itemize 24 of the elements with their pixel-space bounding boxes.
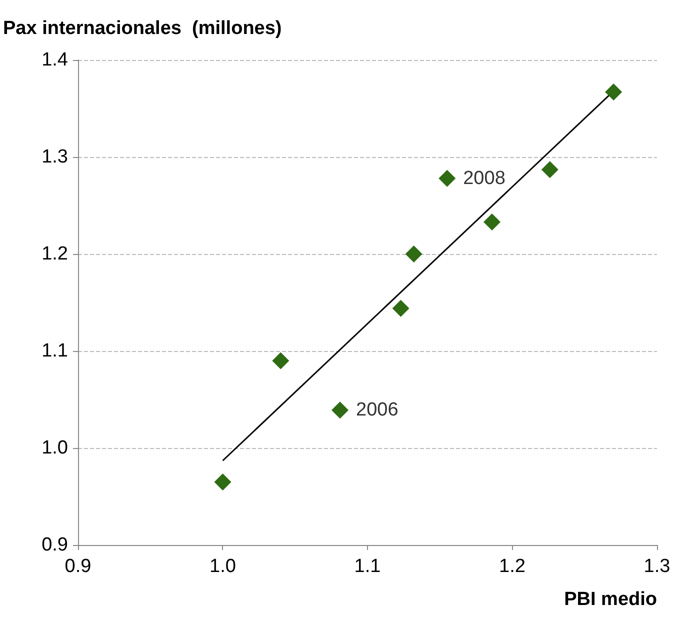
point: [541, 161, 558, 178]
y-tick-label: 1.3: [42, 146, 68, 168]
point: [331, 402, 348, 419]
x-tick-label: 1.1: [354, 556, 381, 577]
point: [214, 473, 232, 490]
annotation: 2006: [356, 400, 398, 421]
point: [438, 170, 456, 187]
y-tick-label: 1.2: [42, 244, 68, 264]
point: [483, 213, 500, 230]
x-tick-label: 1.3: [644, 556, 670, 577]
x-tick-label: 0.9: [64, 556, 92, 577]
x-axis-title: PBI medio: [564, 589, 657, 610]
point: [605, 84, 622, 101]
y-tick-label: 1.1: [42, 340, 68, 362]
x-tick-label: 1.0: [210, 556, 236, 577]
y-tick-label: 1.4: [42, 50, 68, 70]
y-axis-title: Pax internacionales (millones): [3, 18, 282, 39]
point: [405, 246, 422, 262]
point: [272, 352, 290, 370]
y-tick-label: 1.0: [42, 438, 68, 458]
annotation: 2008: [463, 168, 506, 189]
point: [392, 300, 410, 317]
x-tick-label: 1.2: [499, 556, 526, 577]
y-tick-label: 0.9: [42, 534, 68, 556]
